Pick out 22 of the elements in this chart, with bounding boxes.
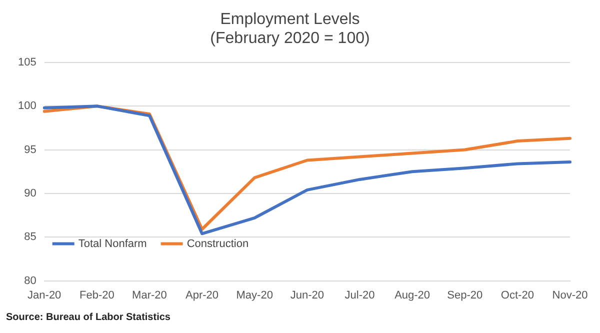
x-tick-label: Sep-20 [447,289,483,302]
x-tick-label: Jun-20 [290,289,324,302]
x-tick-label: May-20 [236,289,273,302]
y-tick-label: 95 [24,144,36,156]
y-tick-label: 80 [24,274,36,287]
y-tick-label: 100 [18,100,36,112]
x-tick-label: Mar-20 [132,289,167,302]
y-tick-label: 105 [18,56,36,68]
x-tick-label: Aug-20 [394,289,430,302]
legend-label: Construction [186,238,249,250]
text: Employment Levels [220,11,360,28]
x-tick-label: Feb-20 [79,289,114,302]
x-tick-label: Jul-20 [344,289,375,302]
x-tick-label: Oct-20 [500,289,534,302]
source-note: Source: Bureau of Labor Statistics [6,312,170,323]
y-tick-label: 90 [24,187,36,200]
x-tick-label: Nov-20 [552,289,588,302]
legend-label: Total Nonfarm [78,238,147,250]
text: (February 2020 = 100) [210,30,370,48]
x-tick-label: Apr-20 [186,289,219,302]
x-tick-label: Jan-20 [28,289,62,302]
y-tick-label: 85 [24,231,36,244]
